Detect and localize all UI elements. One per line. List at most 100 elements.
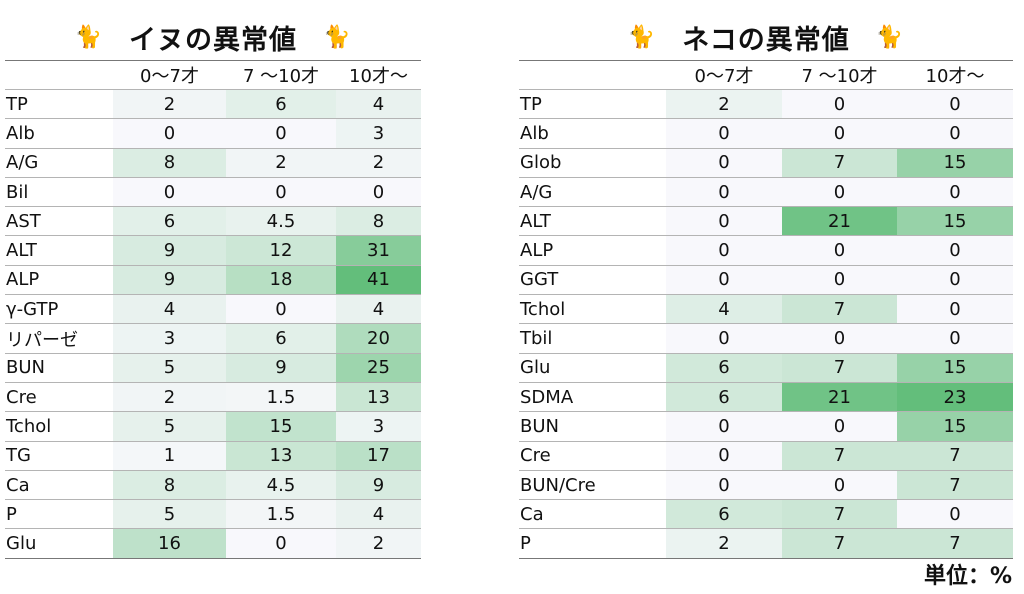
cat-value-cell: 2	[666, 89, 782, 119]
cat-table-row: Glob 0 7 15	[519, 148, 1013, 178]
dog-header-row: 0〜7才 7 〜10才 10才〜	[5, 60, 421, 90]
cat-value-cell: 0	[897, 294, 1013, 324]
cat-value-cell: 6	[666, 499, 782, 529]
dog-table-row: P 5 1.5 4	[5, 499, 421, 529]
dog-table-row: Ca 8 4.5 9	[5, 470, 421, 500]
dog-value-cell: 2	[336, 148, 421, 178]
cat-value-cell: 0	[897, 499, 1013, 529]
cat-icon: 🐈	[627, 24, 657, 50]
cat-table-row: Alb 0 0 0	[519, 118, 1013, 149]
dog-table-row: ALP 9 18 41	[5, 265, 421, 295]
cat-row-label: GGT	[520, 269, 559, 291]
dog-table-row: ALT 9 12 31	[5, 235, 421, 266]
dog-value-cell: 6	[226, 323, 336, 354]
cat-value-cell: 15	[897, 206, 1013, 236]
cat-value-cell: 6	[666, 382, 782, 412]
cat-value-cell: 0	[666, 411, 782, 442]
cat-value-cell: 0	[782, 89, 897, 119]
dog-row-label: γ-GTP	[6, 298, 59, 320]
cat-value-cell: 7	[782, 441, 897, 471]
dog-value-cell: 4.5	[226, 470, 336, 500]
dog-table-row: Cre 2 1.5 13	[5, 382, 421, 412]
dog-value-cell: 5	[113, 499, 226, 529]
cat-title-bar: 🐈 ネコの異常値 🐈	[519, 14, 1013, 60]
dog-value-cell: 2	[336, 528, 421, 559]
dog-value-cell: 0	[336, 177, 421, 207]
cat-value-cell: 0	[782, 235, 897, 266]
cat-value-cell: 7	[897, 528, 1013, 559]
dog-table-row: TG 1 13 17	[5, 441, 421, 471]
dog-value-cell: 3	[113, 323, 226, 354]
dog-value-cell: 25	[336, 353, 421, 383]
cat-table-row: TP 2 0 0	[519, 89, 1013, 119]
dog-value-cell: 9	[113, 265, 226, 295]
dog-value-cell: 1.5	[226, 499, 336, 529]
cat-value-cell: 0	[666, 118, 782, 149]
dog-value-cell: 5	[113, 353, 226, 383]
cat-value-cell: 0	[666, 148, 782, 178]
dog-value-cell: 2	[226, 148, 336, 178]
dog-value-cell: 0	[226, 177, 336, 207]
dog-table-row: A/G 8 2 2	[5, 148, 421, 178]
dog-value-cell: 4	[336, 294, 421, 324]
cat-value-cell: 0	[782, 265, 897, 295]
dog-value-cell: 6	[226, 89, 336, 119]
cat-value-cell: 0	[666, 441, 782, 471]
cat-table-row: ALP 0 0 0	[519, 235, 1013, 266]
cat-value-cell: 2	[666, 528, 782, 559]
dog-table-row: Alb 0 0 3	[5, 118, 421, 149]
dog-row-label: Cre	[6, 386, 37, 408]
dog-value-cell: 16	[113, 528, 226, 559]
dog-row-label: TG	[6, 445, 31, 467]
dog-value-cell: 15	[226, 411, 336, 442]
dog-value-cell: 0	[226, 528, 336, 559]
cat-table-body: TP 2 0 0 Alb 0 0 0 Glob 0 7 15 A/G 0 0 0 ALT 0 21 15 ALP 0 0 0 G…	[519, 89, 1013, 559]
cat-value-cell: 15	[897, 411, 1013, 442]
dog-value-cell: 0	[226, 118, 336, 149]
cat-value-cell: 4	[666, 294, 782, 324]
cat-value-cell: 0	[666, 235, 782, 266]
dog-row-label: ALP	[6, 269, 40, 291]
dog-value-cell: 17	[336, 441, 421, 471]
dog-value-cell: 0	[226, 294, 336, 324]
dog-value-cell: 8	[113, 470, 226, 500]
dog-value-cell: 31	[336, 235, 421, 266]
cat-table-row: ALT 0 21 15	[519, 206, 1013, 236]
dog-row-label: AST	[6, 210, 41, 232]
cat-table-row: Ca 6 7 0	[519, 499, 1013, 529]
dog-value-cell: 4	[336, 499, 421, 529]
dog-value-cell: 20	[336, 323, 421, 354]
unit-label: 単位：%	[923, 564, 1012, 589]
cat-table-row: Cre 0 7 7	[519, 441, 1013, 471]
cat-table-row: BUN/Cre 0 0 7	[519, 470, 1013, 500]
cat-row-label: A/G	[520, 181, 553, 203]
dog-value-cell: 41	[336, 265, 421, 295]
cat-header-col-0: 0〜7才	[694, 66, 754, 87]
dog-row-label: Bil	[6, 181, 29, 203]
dog-value-cell: 5	[113, 411, 226, 442]
cat-value-cell: 7	[782, 294, 897, 324]
dog-value-cell: 1.5	[226, 382, 336, 412]
cat-header-label	[519, 61, 666, 90]
dog-table-row: リパーゼ 3 6 20	[5, 323, 421, 354]
dog-value-cell: 18	[226, 265, 336, 295]
cat-value-cell: 0	[666, 265, 782, 295]
cat-icon: 🐈	[875, 24, 905, 50]
dog-value-cell: 8	[113, 148, 226, 178]
dog-value-cell: 9	[336, 470, 421, 500]
dog-value-cell: 9	[226, 353, 336, 383]
cat-row-label: BUN/Cre	[520, 474, 596, 496]
cat-value-cell: 23	[897, 382, 1013, 412]
cat-value-cell: 7	[782, 148, 897, 178]
cat-value-cell: 21	[782, 206, 897, 236]
dog-value-cell: 3	[336, 118, 421, 149]
dog-value-cell: 13	[226, 441, 336, 471]
cat-value-cell: 0	[897, 118, 1013, 149]
cat-value-cell: 15	[897, 353, 1013, 383]
dog-title: イヌの異常値	[129, 24, 297, 56]
dog-table: 0〜7才 7 〜10才 10才〜 TP 2 6 4 Alb 0 0 3 A/G 8 2 2 Bil 0 0 0…	[5, 60, 421, 559]
dog-value-cell: 2	[113, 382, 226, 412]
dog-table-body: TP 2 6 4 Alb 0 0 3 A/G 8 2 2 Bil 0 0 0 AST 6 4.5 8 ALT 9 12 31 A…	[5, 89, 421, 559]
cat-table-row: GGT 0 0 0	[519, 265, 1013, 295]
